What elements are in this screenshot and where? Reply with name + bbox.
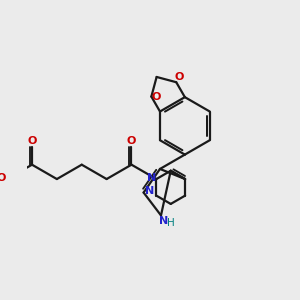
Text: O: O (127, 136, 136, 146)
Text: O: O (27, 136, 37, 146)
Text: O: O (152, 92, 161, 102)
Text: H: H (167, 218, 175, 229)
Text: N: N (147, 172, 156, 183)
Text: O: O (0, 172, 5, 183)
Text: N: N (159, 216, 169, 226)
Text: N: N (145, 186, 154, 196)
Text: O: O (174, 72, 184, 82)
